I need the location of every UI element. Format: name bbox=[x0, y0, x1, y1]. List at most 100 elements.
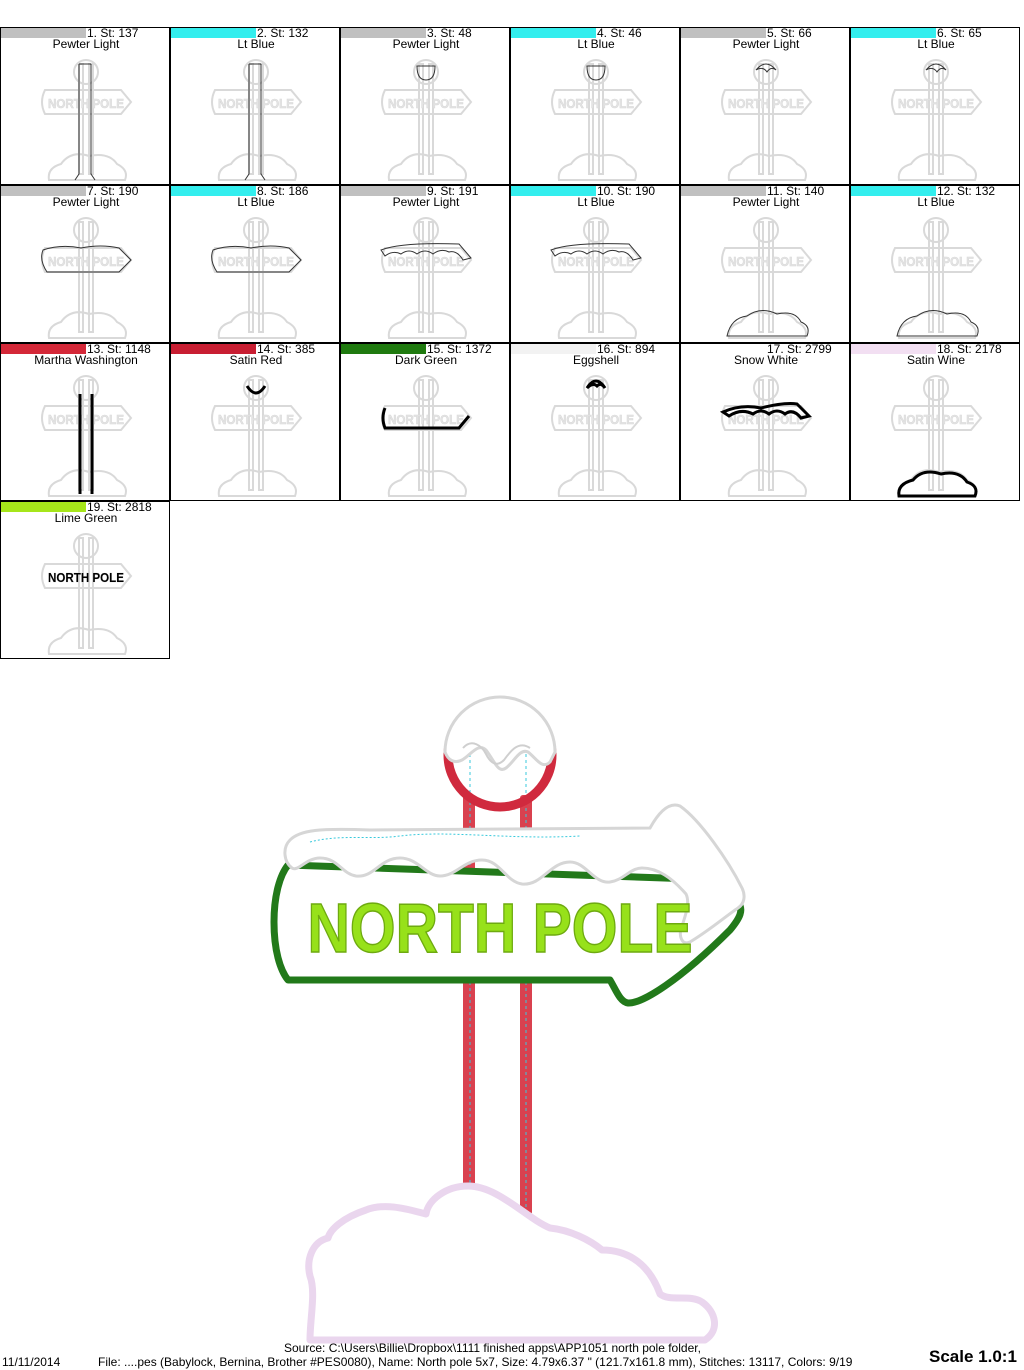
step-shape-circle-outline bbox=[416, 65, 436, 81]
color-step-cell: NORTH POLE 11. St: 140 Pewter Light bbox=[680, 185, 850, 343]
thread-color-name: Pewter Light bbox=[52, 195, 120, 209]
step-shape-arrow-fill bbox=[381, 407, 471, 430]
ghost-sign: NORTH POLE bbox=[891, 375, 983, 497]
ghost-sign: NORTH POLE bbox=[41, 59, 133, 181]
step-stitch-count: 5. St: 66 bbox=[767, 27, 812, 40]
thread-color-name: Lt Blue bbox=[237, 37, 275, 51]
thread-color-name: Pewter Light bbox=[732, 195, 800, 209]
footer-date: 11/11/2014 bbox=[2, 1355, 61, 1369]
sign-arrow: NORTH POLE bbox=[270, 803, 746, 1007]
footer: Source: C:\Users\Billie\Dropbox\1111 fin… bbox=[0, 1341, 1024, 1370]
ghost-sign: NORTH POLE bbox=[41, 533, 133, 655]
cloud-base-shape bbox=[305, 1182, 718, 1344]
color-step-cell: NORTH POLE 12. St: 132 Lt Blue bbox=[850, 185, 1020, 343]
ghost-sign-text: NORTH POLE bbox=[558, 254, 634, 269]
color-swatch bbox=[681, 28, 766, 38]
ghost-sign: NORTH POLE bbox=[211, 375, 303, 497]
color-swatch bbox=[1, 186, 86, 196]
step-thumbnail: NORTH POLE bbox=[719, 375, 813, 497]
ghost-sign: NORTH POLE bbox=[551, 59, 643, 181]
ghost-sign: NORTH POLE bbox=[891, 217, 983, 339]
color-step-cell: NORTH POLE 2. St: 132 Lt Blue bbox=[170, 27, 340, 185]
thread-color-name: Pewter Light bbox=[732, 37, 800, 51]
color-swatch bbox=[511, 186, 596, 196]
step-stitch-count: 7. St: 190 bbox=[87, 185, 139, 198]
ghost-sign: NORTH POLE bbox=[41, 375, 133, 497]
top-ornament bbox=[443, 695, 557, 812]
step-thumbnail: NORTH POLE bbox=[211, 59, 303, 181]
thread-color-name: Martha Washington bbox=[34, 353, 138, 367]
ghost-sign-text: NORTH POLE bbox=[388, 412, 464, 427]
thread-color-name: Eggshell bbox=[572, 353, 620, 367]
ghost-sign: NORTH POLE bbox=[721, 59, 813, 181]
step-stitch-count: 12. St: 132 bbox=[937, 185, 996, 198]
step-shape-cloud-fill bbox=[897, 470, 978, 498]
step-shape-arrow-outline bbox=[41, 245, 132, 273]
ghost-sign: NORTH POLE bbox=[211, 217, 303, 339]
step-thumbnail: NORTH POLE bbox=[211, 217, 303, 339]
thread-color-name: Satin Wine bbox=[906, 353, 966, 367]
arrow-snow-guide bbox=[309, 833, 581, 843]
ghost-sign-text: NORTH POLE bbox=[48, 96, 124, 111]
thread-color-name: Dark Green bbox=[394, 353, 458, 367]
ghost-sign: NORTH POLE bbox=[381, 217, 473, 339]
step-thumbnail: NORTH POLE bbox=[721, 59, 813, 181]
ghost-sign-text: NORTH POLE bbox=[48, 254, 124, 269]
ornament-snowcap bbox=[443, 695, 557, 771]
ghost-sign: NORTH POLE bbox=[721, 217, 813, 339]
step-stitch-count: 3. St: 48 bbox=[427, 27, 472, 40]
step-thumbnail: NORTH POLE bbox=[41, 217, 133, 339]
sign-text: NORTH POLE bbox=[308, 889, 693, 967]
cloud-base bbox=[305, 1182, 718, 1344]
thread-color-name: Pewter Light bbox=[52, 37, 120, 51]
step-stitch-count: 8. St: 186 bbox=[257, 185, 309, 198]
ghost-sign: NORTH POLE bbox=[721, 375, 813, 497]
thread-color-name: Lt Blue bbox=[237, 195, 275, 209]
color-step-cell: NORTH POLE 14. St: 385 Satin Red bbox=[170, 343, 340, 501]
color-swatch bbox=[681, 344, 766, 354]
color-step-cell: NORTH POLE 7. St: 190 Pewter Light bbox=[0, 185, 170, 343]
step-shape-arrow-outline bbox=[211, 245, 302, 273]
color-step-cell: NORTH POLE 1. St: 137 Pewter Light bbox=[0, 27, 170, 185]
thread-color-name: Pewter Light bbox=[392, 195, 460, 209]
color-step-cell: NORTH POLE 18. St: 2178 Satin Wine bbox=[850, 343, 1020, 501]
step-shape-circle-outline bbox=[586, 65, 606, 81]
step-shape-snowcap-outline bbox=[925, 63, 947, 73]
step-shape-cloud-outline bbox=[726, 310, 809, 337]
step-stitch-count: 1. St: 137 bbox=[87, 27, 139, 40]
ghost-sign-text: NORTH POLE bbox=[218, 254, 294, 269]
ghost-sign-text: NORTH POLE bbox=[728, 254, 804, 269]
ghost-sign: NORTH POLE bbox=[381, 59, 473, 181]
step-thumbnail: NORTH POLE bbox=[381, 375, 473, 497]
color-swatch bbox=[171, 344, 256, 354]
step-thumbnail: NORTH POLE bbox=[891, 375, 983, 498]
ghost-sign-text: NORTH POLE bbox=[728, 412, 804, 427]
color-swatch bbox=[681, 186, 766, 196]
step-shape-ring-fill bbox=[245, 385, 267, 395]
step-stitch-count: 16. St: 894 bbox=[597, 343, 656, 356]
color-swatch bbox=[511, 28, 596, 38]
color-step-cell: NORTH POLE 6. St: 65 Lt Blue bbox=[850, 27, 1020, 185]
color-swatch bbox=[1, 344, 86, 354]
ghost-sign-text: NORTH POLE bbox=[48, 570, 124, 585]
ghost-sign: NORTH POLE bbox=[551, 217, 643, 339]
step-thumbnail: NORTH POLE bbox=[891, 59, 983, 181]
step-stitch-count: 4. St: 46 bbox=[597, 27, 642, 40]
ghost-sign: NORTH POLE bbox=[551, 375, 643, 497]
thread-color-name: Lt Blue bbox=[577, 37, 615, 51]
color-step-cell: NORTH POLE 9. St: 191 Pewter Light bbox=[340, 185, 510, 343]
color-swatch bbox=[851, 344, 936, 354]
color-swatch bbox=[511, 344, 596, 354]
thread-color-name: Pewter Light bbox=[392, 37, 460, 51]
step-stitch-count: 15. St: 1372 bbox=[427, 343, 492, 356]
ghost-sign-text: NORTH POLE bbox=[558, 96, 634, 111]
color-step-cell: NORTH POLE 15. St: 1372 Dark Green bbox=[340, 343, 510, 501]
step-thumbnail: NORTH POLE bbox=[381, 59, 473, 181]
step-thumbnail: NORTH POLE bbox=[41, 375, 133, 497]
step-shape-text-fill: NORTH POLE bbox=[48, 570, 124, 585]
color-swatch bbox=[341, 28, 426, 38]
color-step-cell: NORTH POLE 4. St: 46 Lt Blue bbox=[510, 27, 680, 185]
ghost-sign-text: NORTH POLE bbox=[218, 96, 294, 111]
step-thumbnail: NORTH POLE bbox=[41, 59, 133, 181]
color-swatch bbox=[341, 186, 426, 196]
